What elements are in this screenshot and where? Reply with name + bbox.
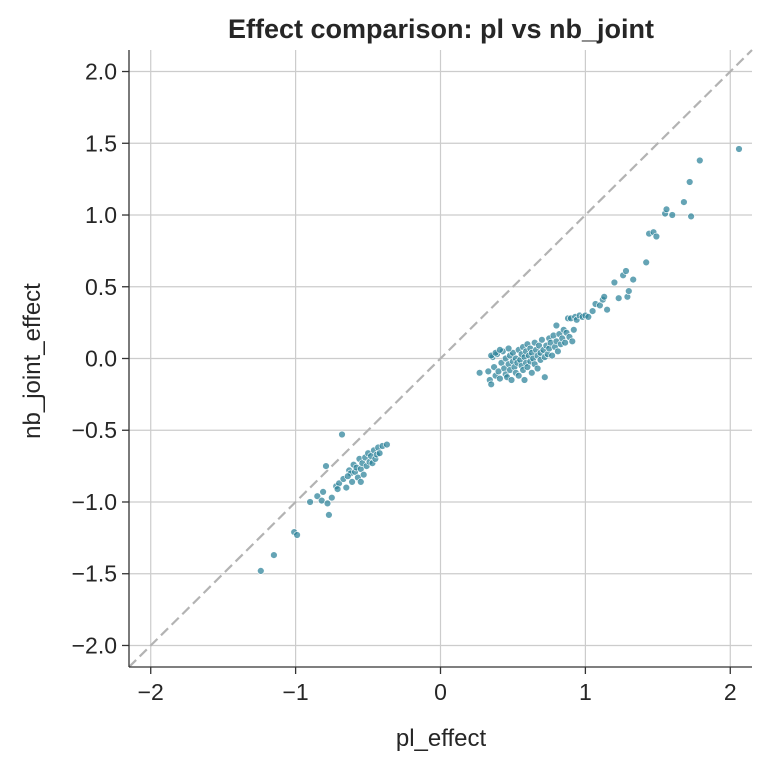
data-point [552,321,561,330]
data-point [541,373,549,381]
data-point [293,531,301,539]
data-point [588,307,597,315]
data-point [328,494,336,502]
data-point [325,511,333,519]
data-point [642,258,650,267]
y-tick-label: −1.5 [72,561,117,587]
data-point [357,478,365,486]
data-point [348,478,356,486]
data-point [319,488,327,496]
y-axis-ticks: −2.0 −1.5 −1.0 −0.5 0.0 0.5 1.0 1.5 2.0 [72,59,129,658]
data-point [687,212,695,221]
data-point [496,346,504,354]
y-tick-label: 2.0 [85,59,117,85]
data-point [494,367,503,376]
data-point [603,306,611,314]
identity-reference-line [128,49,753,668]
data-point [333,485,342,493]
data-point [622,267,630,275]
data-point [270,551,278,559]
y-tick-label: 0.0 [85,346,117,372]
y-tick-label: 0.5 [85,274,117,300]
data-point [360,471,368,479]
data-point [548,351,556,360]
x-tick-label: 2 [724,679,737,705]
data-point [614,294,623,302]
data-point [652,232,661,241]
data-point [496,374,504,383]
data-point [568,337,576,345]
data-point [533,364,542,373]
data-point [520,376,529,384]
data-point [735,145,743,153]
x-tick-label: 1 [579,679,592,705]
data-point [484,367,492,376]
data-point [538,336,546,344]
data-point [584,313,592,321]
y-tick-label: −1.0 [72,489,117,515]
data-point [344,472,352,480]
data-point [323,499,332,508]
data-point [523,363,532,371]
y-axis-label: nb_joint_effect [19,283,46,439]
data-point [600,293,608,301]
y-tick-label: −0.5 [72,417,117,443]
data-point [629,275,637,284]
x-axis-label: pl_effect [396,725,487,752]
data-point [375,449,384,457]
grid [129,50,752,667]
data-point [504,344,513,353]
data-point [554,347,562,355]
data-point [257,567,265,575]
data-point [383,440,391,449]
data-point [685,178,694,186]
data-point [507,376,516,384]
data-points [257,145,743,575]
data-point [610,278,619,287]
data-point [596,301,604,310]
data-point [528,369,536,377]
data-point [696,156,704,165]
x-tick-label: 0 [434,679,447,705]
x-tick-label: −1 [282,679,308,705]
data-point [306,498,314,506]
data-point [662,205,671,214]
data-point [680,198,688,206]
data-point [313,492,321,500]
data-point [342,483,350,492]
data-point [514,372,523,380]
data-point [322,462,330,470]
data-point [490,363,498,371]
y-tick-label: −2.0 [72,632,117,658]
data-point [570,326,578,334]
data-point [625,287,633,295]
data-point [668,211,676,219]
y-tick-label: 1.0 [85,202,117,228]
chart-title: Effect comparison: pl vs nb_joint [228,14,654,44]
data-point [475,369,484,377]
x-axis-ticks: −2 −1 0 1 2 [138,667,737,705]
data-point [487,380,495,388]
data-point [535,341,543,350]
x-tick-label: −2 [138,679,164,705]
data-point [338,430,346,439]
data-point [561,339,569,347]
y-tick-label: 1.5 [85,130,117,156]
